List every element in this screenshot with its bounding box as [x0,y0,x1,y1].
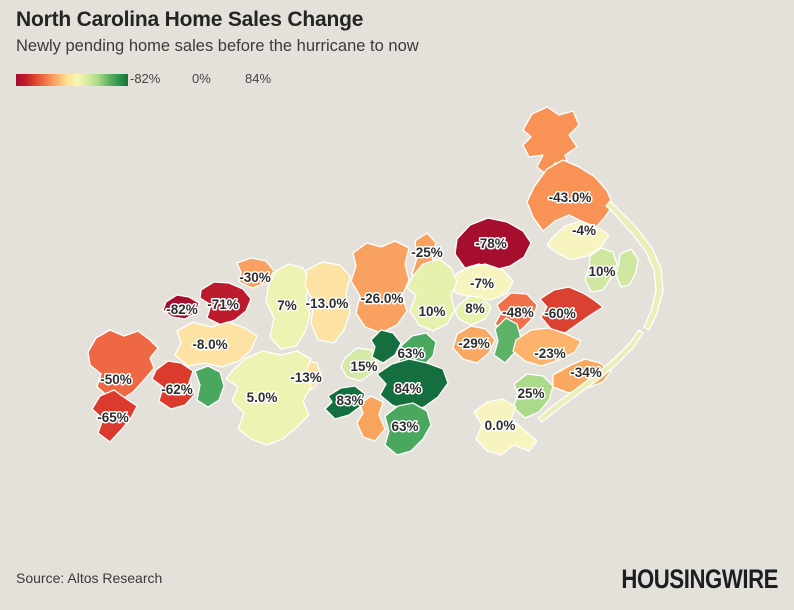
county-label: -25% [411,245,443,260]
county-label: 8% [465,301,485,316]
county-plus-8 [454,295,492,326]
page-subtitle: Newly pending home sales before the hurr… [16,37,419,55]
county-label: 10% [418,304,445,319]
county-minus-78 [454,217,532,271]
county-label: -48% [502,305,534,320]
county-zero-0-0 [473,398,538,456]
county-label: -43.0% [549,190,592,205]
county-label: 10% [588,264,615,279]
county-unlabeled-dark-green [370,329,402,364]
legend-gradient-bar [16,74,128,86]
county-label: 15% [350,359,377,374]
county-label: -60% [544,306,576,321]
county-label: -65% [97,410,129,425]
county-label: -62% [161,382,193,397]
county-label: 25% [517,386,544,401]
county-label: -23% [534,346,566,361]
county-label: 83% [336,393,363,408]
housingwire-logo: HOUSINGWIRE [621,564,778,594]
county-label: -13.0% [306,296,349,311]
county-unlabeled-orange-northeast [522,106,580,176]
county-label: 63% [397,346,424,361]
county-minus-50 [87,329,159,401]
county-minus-23 [512,327,582,367]
county-labels: -50% -65% -62% -82% -71% -30% -8.0% 7% -… [96,189,617,436]
county-label: -82% [166,302,198,317]
county-plus-15 [340,347,380,382]
county-minus-60 [539,286,604,334]
county-label: -26.0% [361,291,404,306]
legend-min-label: -82% [130,71,161,86]
county-label: 7% [277,298,297,313]
county-label: -4% [572,223,596,238]
county-minus-71 [199,281,252,326]
county-minus-65 [91,389,138,443]
county-minus-82 [162,294,200,320]
county-label: 84% [394,381,421,396]
county-unlabeled-orange-south [356,395,386,442]
county-unlabeled-green-west [194,365,225,408]
county-minus-34 [552,358,612,394]
county-minus-13-0 [304,261,351,344]
county-minus-29 [452,325,496,364]
county-label: -8.0% [192,337,227,352]
county-shapes [87,106,664,456]
source-attribution: Source: Altos Research [16,570,163,586]
county-minus-30 [236,257,275,289]
county-label: 0.0% [485,418,516,433]
county-label: -29% [458,336,490,351]
outer-banks-strip [537,200,664,423]
county-minus-62 [151,360,196,410]
legend-max-label: 84% [245,71,272,86]
county-plus-63-south [384,402,432,456]
county-plus-10-central [406,258,458,332]
county-label: -7% [470,276,494,291]
county-label: -50% [100,372,132,387]
county-plus-10-northeast [584,247,639,293]
county-plus-84 [376,358,449,412]
county-label: 5.0% [247,390,278,405]
county-minus-8-0 [174,321,258,368]
page-title: North Carolina Home Sales Change [16,8,364,31]
county-minus-43-0 [526,159,614,232]
county-label: 63% [391,419,418,434]
county-plus-25 [512,373,554,419]
county-plus-5-0 [225,350,312,446]
county-label: -34% [570,365,602,380]
county-label: -71% [207,297,239,312]
county-label: -13% [290,370,322,385]
legend-mid-label: 0% [192,71,211,86]
county-label: -78% [475,236,507,251]
county-plus-7 [265,263,311,350]
county-minus-26-0 [350,240,410,334]
county-plus-83 [324,385,366,420]
county-minus-4 [546,220,610,261]
county-label: -30% [239,270,271,285]
